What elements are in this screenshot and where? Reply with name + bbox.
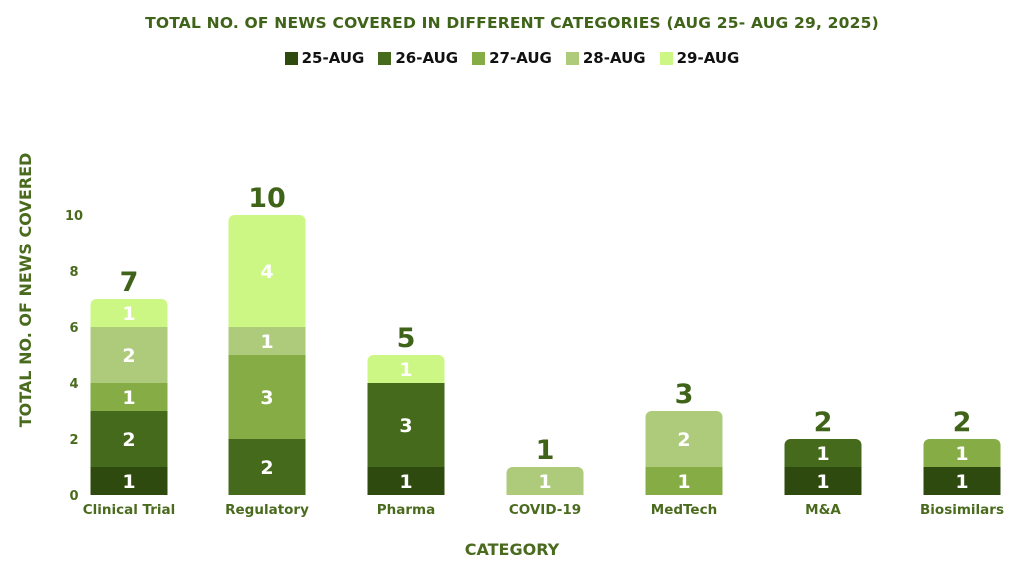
bar-segment-label: 1 <box>122 387 135 409</box>
x-axis-title: CATEGORY <box>465 540 560 559</box>
bar-stack <box>506 467 584 495</box>
bar-segment-label: 4 <box>260 261 273 283</box>
bar-segment-label: 1 <box>399 359 412 381</box>
x-category-label: M&A <box>805 502 841 518</box>
bar-stack <box>90 299 168 495</box>
legend-swatch <box>565 51 579 65</box>
bar-segment <box>784 439 862 467</box>
chart-legend: 25-AUG 26-AUG 27-AUG 28-AUG 29-AUG <box>0 49 1024 67</box>
y-tick-label: 10 <box>65 209 83 224</box>
bar-stack <box>645 411 723 495</box>
bar-segment-label: 1 <box>122 471 135 493</box>
x-axis-category-labels: Clinical Trial Regulatory Pharma COVID-19 Me… <box>83 502 1004 518</box>
bar-segment <box>367 355 445 383</box>
chart-title: TOTAL NO. OF NEWS COVERED IN DIFFERENT C… <box>145 14 879 32</box>
legend-label: 26-AUG <box>395 49 459 67</box>
bar-segment <box>506 467 584 495</box>
y-tick-label: 8 <box>69 265 78 280</box>
bar-segment <box>90 327 168 383</box>
bar-segment <box>90 299 168 327</box>
bar-segment-label: 1 <box>399 471 412 493</box>
bar-total-label: 3 <box>675 379 694 410</box>
legend-label: 28-AUG <box>582 49 646 67</box>
bar-segment <box>90 467 168 495</box>
bar-segment-label: 1 <box>538 471 551 493</box>
bar-segment-label: 1 <box>260 331 273 353</box>
x-category-label: Clinical Trial <box>83 502 176 518</box>
x-category-label: Regulatory <box>225 502 309 518</box>
y-axis-title: TOTAL NO. OF NEWS COVERED <box>16 153 35 428</box>
bar-total-label: 5 <box>397 323 416 354</box>
legend-item: 28-AUG <box>565 49 646 67</box>
legend-item: 26-AUG <box>378 49 458 67</box>
bar-stack <box>228 215 306 495</box>
bar-segment-label: 2 <box>122 345 135 367</box>
bar-total-label: 10 <box>248 183 286 214</box>
y-axis-ticks: 0 2 4 6 8 10 <box>65 209 83 504</box>
bar-segment <box>645 411 723 467</box>
bar-segment <box>90 411 168 467</box>
bar-segment-label: 3 <box>399 415 412 437</box>
x-category-label: Pharma <box>377 502 435 518</box>
bar-segment <box>367 383 445 467</box>
legend-label: 27-AUG <box>489 49 552 67</box>
bar-stack <box>784 439 862 495</box>
bar-segment <box>923 439 1001 467</box>
x-category-label: MedTech <box>651 502 717 518</box>
x-category-label: COVID-19 <box>509 502 581 518</box>
bar-segment <box>228 355 306 439</box>
y-tick-label: 0 <box>69 489 78 504</box>
bar-segment <box>228 327 306 355</box>
bar-segment-label: 1 <box>816 443 829 465</box>
bar-segment-label: 2 <box>260 457 273 479</box>
bar-total-label: 7 <box>120 267 139 298</box>
bar-total-label: 2 <box>953 407 972 438</box>
bar-segment <box>645 467 723 495</box>
bar-segment-label: 2 <box>677 429 690 451</box>
bar-segment <box>228 215 306 327</box>
bar-segment <box>228 439 306 495</box>
bar-stack <box>923 439 1001 495</box>
bar-segment <box>367 467 445 495</box>
legend-swatch <box>378 51 392 65</box>
x-category-label: Biosimilars <box>920 502 1004 518</box>
bar-total-label: 2 <box>814 407 833 438</box>
y-tick-label: 6 <box>69 321 78 336</box>
legend-item: 25-AUG <box>284 49 365 67</box>
legend-label: 29-AUG <box>676 49 740 67</box>
bar-segment-label: 1 <box>122 303 135 325</box>
bar-segment-label: 1 <box>816 471 829 493</box>
legend-swatch <box>284 51 298 65</box>
bar-segment-label: 1 <box>955 443 968 465</box>
bar-segment <box>90 383 168 411</box>
bar-segment-label: 2 <box>122 429 135 451</box>
legend-swatch <box>472 51 486 65</box>
bar-segment <box>784 467 862 495</box>
bar-total-label: 1 <box>536 435 555 466</box>
y-tick-label: 2 <box>69 433 78 448</box>
legend-item: 27-AUG <box>472 49 552 67</box>
bars: 1 2 1 2 1 7 2 3 1 4 10 1 3 1 5 1 1 1 2 3 1 1 2 1 1 2 <box>90 183 1001 495</box>
y-tick-label: 4 <box>69 377 78 392</box>
bar-stack <box>367 355 445 495</box>
bar-segment-label: 1 <box>677 471 690 493</box>
legend-item: 29-AUG <box>659 49 740 67</box>
bar-segment-label: 3 <box>260 387 273 409</box>
bar-segment <box>923 467 1001 495</box>
legend-swatch <box>659 51 673 65</box>
legend-label: 25-AUG <box>301 49 365 67</box>
bar-segment-label: 1 <box>955 471 968 493</box>
